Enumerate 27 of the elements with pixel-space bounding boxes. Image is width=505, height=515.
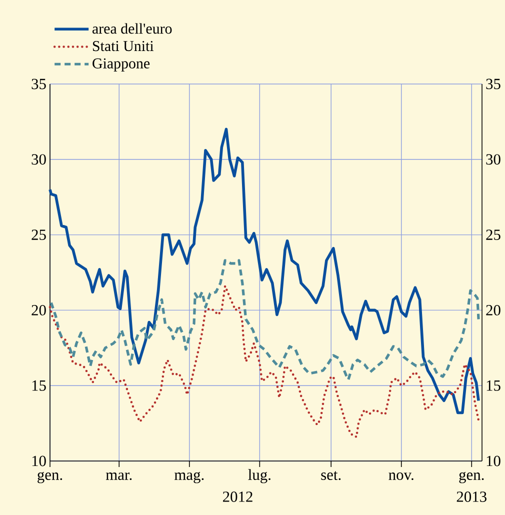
- y2-tick-label: 30: [486, 154, 500, 165]
- y2-tick-label: 35: [486, 78, 500, 90]
- x-tick-label: mag.: [174, 472, 204, 484]
- x-tick-label: lug.: [248, 469, 270, 484]
- line-series: [48, 284, 480, 438]
- x-tick-label: gen.: [459, 472, 484, 484]
- text: 2013: [456, 492, 486, 502]
- y-tick-label: 15: [32, 380, 46, 391]
- legend-label: Giappone: [92, 58, 150, 72]
- legend-label: Stati Uniti: [92, 41, 154, 52]
- y-tick-label: 35: [32, 78, 46, 90]
- legend-label: area dell'euro: [92, 23, 172, 34]
- line-series: [48, 128, 480, 414]
- x-tick-label: gen.: [38, 472, 62, 484]
- text: 2012: [223, 492, 252, 502]
- x-tick-label: nov.: [388, 472, 414, 480]
- y-tick-label: 25: [32, 230, 46, 240]
- y2-tick-label: 15: [486, 380, 500, 391]
- y-tick-label: 30: [32, 154, 46, 165]
- y2-tick-label: 20: [486, 304, 500, 316]
- y-tick-label: 10: [32, 456, 46, 466]
- y2-tick-label: 25: [486, 230, 500, 240]
- x-tick-label: set.: [321, 471, 341, 480]
- y2-tick-label: 10: [486, 456, 500, 466]
- y-tick-label: 20: [32, 304, 46, 316]
- x-tick-label: mar.: [106, 472, 132, 480]
- line-series: [50, 259, 480, 381]
